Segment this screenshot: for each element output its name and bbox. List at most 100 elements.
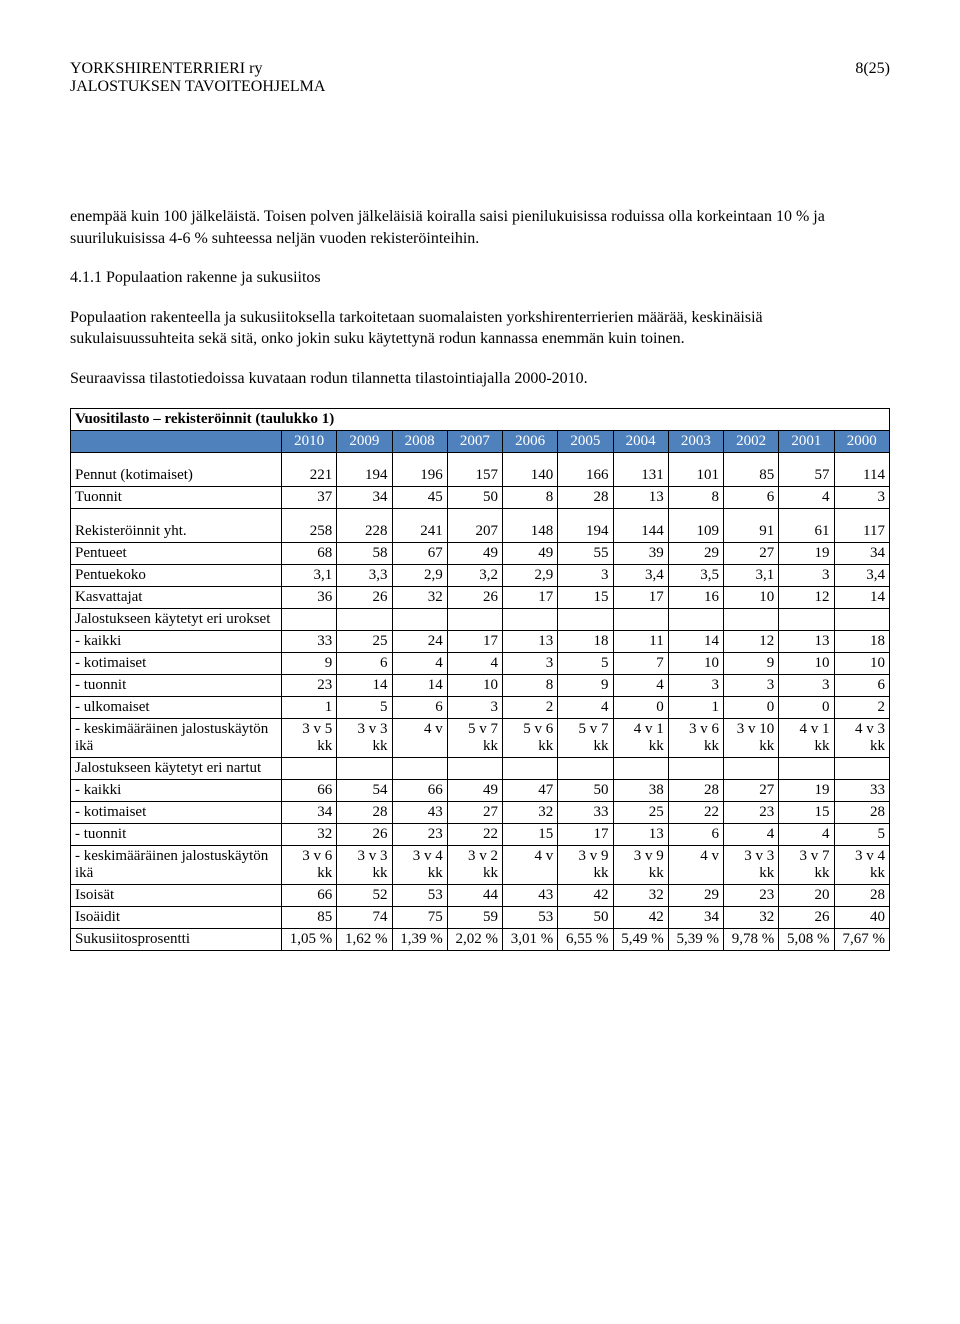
stats-table: Vuositilasto – rekisteröinnit (taulukko … <box>70 408 890 951</box>
row-value: 5 v 7 kk <box>447 718 502 757</box>
row-value: 43 <box>392 801 447 823</box>
row-value: 5,39 % <box>668 928 723 950</box>
row-value: 53 <box>392 884 447 906</box>
org-name: YORKSHIRENTERRIERI ry <box>70 60 325 78</box>
row-value: 54 <box>337 779 392 801</box>
row-label: Pennut (kotimaiset) <box>71 452 282 486</box>
row-value: 33 <box>558 801 613 823</box>
row-value: 7 <box>613 652 668 674</box>
row-value: 19 <box>779 779 834 801</box>
row-value <box>668 757 723 779</box>
row-value: 3,1 <box>724 564 779 586</box>
table-row: - kaikki3325241713181114121318 <box>71 630 890 652</box>
table-row: - tuonnit322623221517136445 <box>71 823 890 845</box>
row-value: 27 <box>724 779 779 801</box>
year-cell: 2009 <box>337 430 392 452</box>
row-value: 32 <box>613 884 668 906</box>
row-value: 4 <box>392 652 447 674</box>
paragraph-3: Seuraavissa tilastotiedoissa kuvataan ro… <box>70 368 890 390</box>
row-value: 148 <box>503 508 558 542</box>
row-value: 55 <box>558 542 613 564</box>
row-value: 13 <box>503 630 558 652</box>
row-value: 9 <box>558 674 613 696</box>
row-label: Pentueet <box>71 542 282 564</box>
row-value: 42 <box>613 906 668 928</box>
table-row: Sukusiitosprosentti1,05 %1,62 %1,39 %2,0… <box>71 928 890 950</box>
row-value: 3 v 10 kk <box>724 718 779 757</box>
paragraph-1: enempää kuin 100 jälkeläistä. Toisen pol… <box>70 206 890 249</box>
row-value <box>834 757 890 779</box>
row-value: 221 <box>282 452 337 486</box>
row-value: 66 <box>282 884 337 906</box>
row-label: - kaikki <box>71 779 282 801</box>
row-label: Pentuekoko <box>71 564 282 586</box>
row-value: 3 <box>558 564 613 586</box>
table-row: Kasvattajat3626322617151716101214 <box>71 586 890 608</box>
row-value: 85 <box>282 906 337 928</box>
row-value: 36 <box>282 586 337 608</box>
row-label: - keskimääräinen jalostuskäytön ikä <box>71 718 282 757</box>
row-value: 3,3 <box>337 564 392 586</box>
table-row: Rekisteröinnit yht.258228241207148194144… <box>71 508 890 542</box>
row-value: 207 <box>447 508 502 542</box>
row-value: 61 <box>779 508 834 542</box>
row-value: 16 <box>668 586 723 608</box>
table-row: Jalostukseen käytetyt eri urokset <box>71 608 890 630</box>
row-value: 4 <box>447 652 502 674</box>
row-label: Kasvattajat <box>71 586 282 608</box>
row-value <box>392 608 447 630</box>
row-value <box>834 608 890 630</box>
row-value: 26 <box>337 586 392 608</box>
row-value: 3,4 <box>613 564 668 586</box>
row-value: 12 <box>724 630 779 652</box>
row-value: 3 <box>503 652 558 674</box>
row-value: 34 <box>337 486 392 508</box>
paragraph-2: Populaation rakenteella ja sukusiitoksel… <box>70 307 890 350</box>
table-title-row: Vuositilasto – rekisteröinnit (taulukko … <box>71 408 890 430</box>
row-label: Jalostukseen käytetyt eri nartut <box>71 757 282 779</box>
row-value: 3 v 3 kk <box>337 718 392 757</box>
header-left: YORKSHIRENTERRIERI ry JALOSTUKSEN TAVOIT… <box>70 60 325 96</box>
row-value: 28 <box>834 884 890 906</box>
row-value: 14 <box>392 674 447 696</box>
year-cell: 2010 <box>282 430 337 452</box>
year-cell: 2004 <box>613 430 668 452</box>
row-value: 3 <box>668 674 723 696</box>
row-label: - keskimääräinen jalostuskäytön ikä <box>71 845 282 884</box>
row-value: 5 <box>558 652 613 674</box>
row-label: - kaikki <box>71 630 282 652</box>
row-value: 6 <box>337 652 392 674</box>
table-row: - kotimaiset96443571091010 <box>71 652 890 674</box>
row-value: 9 <box>282 652 337 674</box>
row-value: 34 <box>282 801 337 823</box>
row-value: 8 <box>668 486 723 508</box>
row-value: 144 <box>613 508 668 542</box>
row-label: - tuonnit <box>71 674 282 696</box>
row-label: Isoisät <box>71 884 282 906</box>
row-value: 28 <box>834 801 890 823</box>
row-value: 194 <box>558 508 613 542</box>
row-value: 6 <box>724 486 779 508</box>
row-label: Isoäidit <box>71 906 282 928</box>
row-value: 34 <box>668 906 723 928</box>
row-value: 17 <box>613 586 668 608</box>
row-value: 29 <box>668 542 723 564</box>
row-value: 0 <box>779 696 834 718</box>
row-value: 101 <box>668 452 723 486</box>
row-value: 68 <box>282 542 337 564</box>
row-value: 32 <box>392 586 447 608</box>
row-value <box>613 608 668 630</box>
year-cell: 2007 <box>447 430 502 452</box>
row-value: 3,01 % <box>503 928 558 950</box>
row-value: 50 <box>558 779 613 801</box>
row-value: 57 <box>779 452 834 486</box>
row-value: 5 v 6 kk <box>503 718 558 757</box>
row-value: 11 <box>613 630 668 652</box>
row-value: 3 <box>447 696 502 718</box>
row-value: 3 v 3 kk <box>337 845 392 884</box>
row-value: 15 <box>779 801 834 823</box>
row-value: 3 <box>834 486 890 508</box>
row-value: 194 <box>337 452 392 486</box>
row-label: - kotimaiset <box>71 801 282 823</box>
table-row: - keskimääräinen jalostuskäytön ikä3 v 5… <box>71 718 890 757</box>
